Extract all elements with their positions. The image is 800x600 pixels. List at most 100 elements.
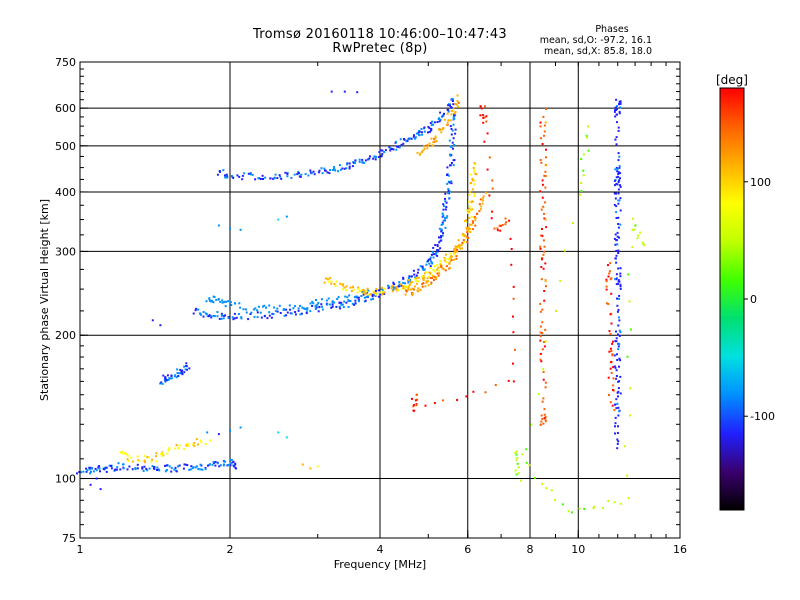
data-point [179, 368, 182, 371]
data-point [431, 274, 433, 277]
data-point [219, 464, 222, 467]
data-point [484, 105, 486, 108]
data-point [619, 209, 622, 212]
data-point [411, 287, 414, 290]
data-point [448, 181, 451, 184]
data-point [507, 379, 510, 382]
data-point [449, 119, 452, 122]
data-point [433, 265, 436, 268]
data-point [366, 295, 369, 298]
data-point [351, 165, 354, 168]
data-point [395, 148, 398, 151]
data-point [473, 192, 476, 195]
data-point [456, 250, 459, 253]
data-point [334, 169, 337, 172]
data-point [423, 130, 426, 133]
data-point [229, 462, 232, 465]
data-point [539, 353, 542, 355]
data-point [530, 423, 533, 426]
data-point [450, 113, 453, 116]
data-point [479, 198, 482, 201]
data-point [415, 277, 418, 280]
data-point [379, 149, 382, 152]
data-point [391, 285, 394, 287]
data-point [408, 138, 411, 141]
data-point [127, 460, 130, 462]
data-point [99, 470, 101, 473]
data-point [448, 139, 451, 142]
data-point [363, 161, 366, 164]
data-point [431, 144, 434, 147]
data-point [540, 208, 543, 211]
data-point [456, 248, 459, 251]
data-point [229, 227, 231, 230]
data-point [421, 277, 424, 280]
data-point [475, 213, 478, 216]
data-point [539, 310, 542, 313]
data-point [330, 280, 333, 283]
data-point [441, 114, 444, 117]
data-point [451, 141, 454, 144]
data-point [541, 400, 544, 403]
data-point [472, 169, 475, 172]
data-point [413, 285, 416, 288]
data-point [541, 257, 544, 259]
data-point [356, 91, 359, 94]
data-point [249, 313, 252, 315]
data-point [424, 404, 427, 407]
data-point [617, 387, 620, 390]
data-point [404, 282, 406, 285]
data-point [183, 371, 186, 374]
data-point [212, 461, 215, 463]
data-point [223, 460, 226, 463]
data-point [441, 267, 444, 270]
data-point [233, 317, 236, 320]
data-point [170, 374, 173, 377]
data-point [429, 276, 432, 279]
data-point [223, 300, 226, 303]
data-point [221, 301, 224, 304]
data-point [430, 261, 433, 264]
data-point [108, 464, 111, 467]
data-point [192, 443, 194, 446]
data-point [610, 292, 613, 295]
data-point [474, 219, 477, 222]
data-point [429, 258, 432, 261]
data-point [110, 467, 113, 470]
data-point [407, 286, 410, 289]
data-point [208, 315, 210, 318]
data-point [357, 298, 360, 301]
data-point [430, 124, 433, 127]
data-point [262, 305, 264, 308]
data-point [520, 479, 523, 482]
data-point [541, 228, 543, 230]
data-point [413, 273, 416, 276]
data-point [381, 286, 384, 289]
data-point [279, 312, 282, 314]
data-point [392, 288, 395, 291]
data-point [328, 303, 331, 306]
data-point [358, 300, 360, 303]
data-point [377, 289, 380, 292]
data-point [430, 128, 433, 130]
data-point [146, 469, 149, 472]
data-point [429, 122, 432, 124]
data-point [436, 249, 439, 252]
data-point [320, 303, 323, 306]
data-point [467, 230, 470, 233]
data-point [273, 306, 276, 309]
data-point [341, 283, 344, 286]
data-point [348, 162, 351, 165]
data-point [466, 211, 469, 214]
data-point [346, 296, 349, 299]
data-point [611, 353, 614, 356]
grid-layer [80, 62, 680, 538]
data-point [475, 173, 478, 176]
data-point [431, 251, 434, 254]
data-point [543, 134, 545, 137]
data-point [469, 228, 472, 230]
data-point [124, 452, 127, 455]
data-point [446, 108, 449, 111]
data-point [540, 360, 543, 363]
data-point [415, 282, 418, 285]
